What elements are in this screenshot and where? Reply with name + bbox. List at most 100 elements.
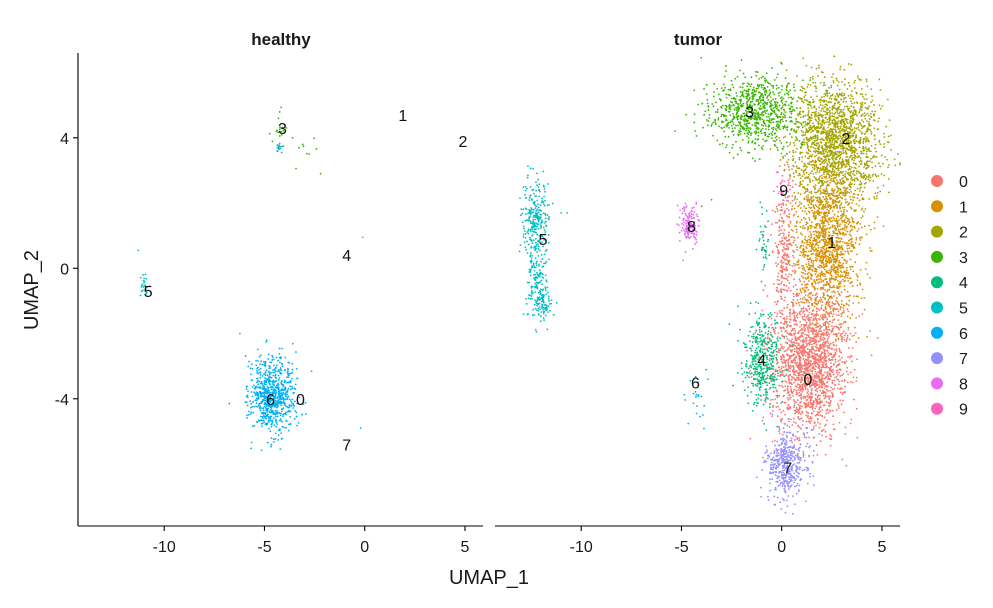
cell-point-cluster-3 xyxy=(708,113,711,116)
cell-point-cluster-2 xyxy=(852,134,855,137)
cell-point-cluster-2 xyxy=(862,142,865,145)
cell-point-cluster-3 xyxy=(693,113,696,116)
cell-point-cluster-6 xyxy=(260,354,262,357)
cell-point-cluster-6 xyxy=(245,414,248,417)
cell-point-cluster-2 xyxy=(875,195,878,197)
cell-point-cluster-2 xyxy=(836,117,838,120)
cell-point-cluster-2 xyxy=(859,130,862,132)
cell-point-cluster-6 xyxy=(281,420,283,423)
cell-point-cluster-2 xyxy=(821,132,823,135)
cell-point-cluster-3 xyxy=(731,101,734,104)
cell-point-cluster-2 xyxy=(831,94,833,97)
cell-point-cluster-1 xyxy=(842,253,845,256)
cell-point-cluster-2 xyxy=(808,178,811,181)
cell-point-cluster-2 xyxy=(801,175,804,178)
cell-point-cluster-3 xyxy=(790,127,793,130)
cell-point-cluster-2 xyxy=(834,166,836,168)
cell-point-cluster-1 xyxy=(842,232,845,235)
cell-point-cluster-1 xyxy=(824,288,826,291)
cell-point-cluster-1 xyxy=(825,278,828,281)
cell-point-cluster-2 xyxy=(845,165,848,168)
cell-point-cluster-1 xyxy=(817,189,820,192)
cell-point-cluster-1 xyxy=(849,265,852,268)
cell-point-cluster-6 xyxy=(278,394,281,397)
cell-point-cluster-1 xyxy=(845,215,848,217)
cell-point-cluster-3 xyxy=(279,126,281,129)
cell-point-cluster-3 xyxy=(786,92,788,95)
cell-point-cluster-6 xyxy=(272,386,275,389)
cell-point-cluster-1 xyxy=(839,180,842,183)
cell-point-cluster-2 xyxy=(845,156,848,158)
cell-point-cluster-1 xyxy=(806,200,809,203)
cell-point-cluster-3 xyxy=(764,110,766,112)
cell-point-cluster-3 xyxy=(739,86,742,89)
cell-point-cluster-2 xyxy=(810,131,813,134)
cell-point-cluster-1 xyxy=(816,241,819,244)
cell-point-cluster-2 xyxy=(885,125,888,128)
cell-point-cluster-1 xyxy=(810,343,813,346)
cell-point-cluster-6 xyxy=(251,405,254,408)
cell-point-cluster-3 xyxy=(735,102,738,105)
cell-point-cluster-2 xyxy=(863,98,866,100)
cell-point-cluster-2 xyxy=(807,162,810,165)
cell-point-cluster-2 xyxy=(878,139,881,142)
cell-point-cluster-1 xyxy=(835,217,838,220)
cell-point-cluster-6 xyxy=(266,423,268,426)
cell-point-cluster-6 xyxy=(271,359,274,361)
cell-point-cluster-6 xyxy=(284,398,287,401)
cell-point-cluster-2 xyxy=(852,170,855,173)
cell-point-cluster-3 xyxy=(755,130,757,132)
cell-point-cluster-6 xyxy=(263,397,266,400)
cell-point-cluster-5 xyxy=(144,273,147,276)
cell-point-cluster-0 xyxy=(780,420,783,423)
cell-point-cluster-2 xyxy=(833,142,836,145)
cell-point-cluster-3 xyxy=(739,102,742,105)
cell-point-cluster-3 xyxy=(757,144,760,147)
cell-point-cluster-3 xyxy=(775,125,778,128)
cell-point-cluster-2 xyxy=(845,177,848,180)
cell-point-cluster-1 xyxy=(873,221,876,224)
cell-point-cluster-1 xyxy=(841,213,843,216)
cell-point-cluster-6 xyxy=(252,411,255,414)
cell-point-cluster-6 xyxy=(256,405,259,408)
cell-point-cluster-3 xyxy=(780,111,783,114)
cell-point-cluster-1 xyxy=(831,291,833,293)
cell-point-cluster-1 xyxy=(820,211,823,214)
cell-point-cluster-3 xyxy=(757,87,759,90)
cell-point-cluster-1 xyxy=(850,244,853,247)
cell-point-cluster-6 xyxy=(278,347,281,350)
cell-point-cluster-6 xyxy=(256,394,259,397)
cell-point-cluster-2 xyxy=(812,147,815,149)
cell-point-cluster-2 xyxy=(858,111,860,114)
cell-point-cluster-2 xyxy=(861,87,863,90)
cell-point-cluster-1 xyxy=(819,141,822,144)
cell-point-cluster-3 xyxy=(763,107,766,110)
cell-point-cluster-2 xyxy=(822,138,825,141)
cell-point-cluster-3 xyxy=(791,120,793,123)
cell-point-cluster-6 xyxy=(279,145,282,148)
cell-point-cluster-2 xyxy=(837,128,840,131)
cell-point-cluster-1 xyxy=(824,211,827,214)
cell-point-cluster-6 xyxy=(290,404,293,407)
cell-point-cluster-2 xyxy=(826,138,829,141)
cell-point-cluster-2 xyxy=(811,141,814,144)
cell-point-cluster-2 xyxy=(835,141,838,144)
cell-point-cluster-2 xyxy=(849,156,852,158)
cell-point-cluster-1 xyxy=(845,302,848,305)
cell-point-cluster-3 xyxy=(770,132,773,135)
cell-point-cluster-6 xyxy=(268,371,271,374)
cell-point-cluster-1 xyxy=(795,228,798,231)
cell-point-cluster-3 xyxy=(770,102,772,105)
cell-point-cluster-2 xyxy=(847,158,850,161)
cell-point-cluster-3 xyxy=(785,141,788,144)
cell-point-cluster-2 xyxy=(788,151,791,153)
cell-point-cluster-1 xyxy=(832,174,835,177)
cell-point-cluster-6 xyxy=(271,383,274,385)
cell-point-cluster-3 xyxy=(776,123,779,126)
cell-point-cluster-3 xyxy=(785,89,788,92)
cell-point-cluster-6 xyxy=(296,424,299,427)
cell-point-cluster-1 xyxy=(816,190,819,193)
cell-point-cluster-6 xyxy=(276,413,279,415)
cell-point-cluster-3 xyxy=(718,143,721,146)
cell-point-cluster-3 xyxy=(754,112,757,114)
